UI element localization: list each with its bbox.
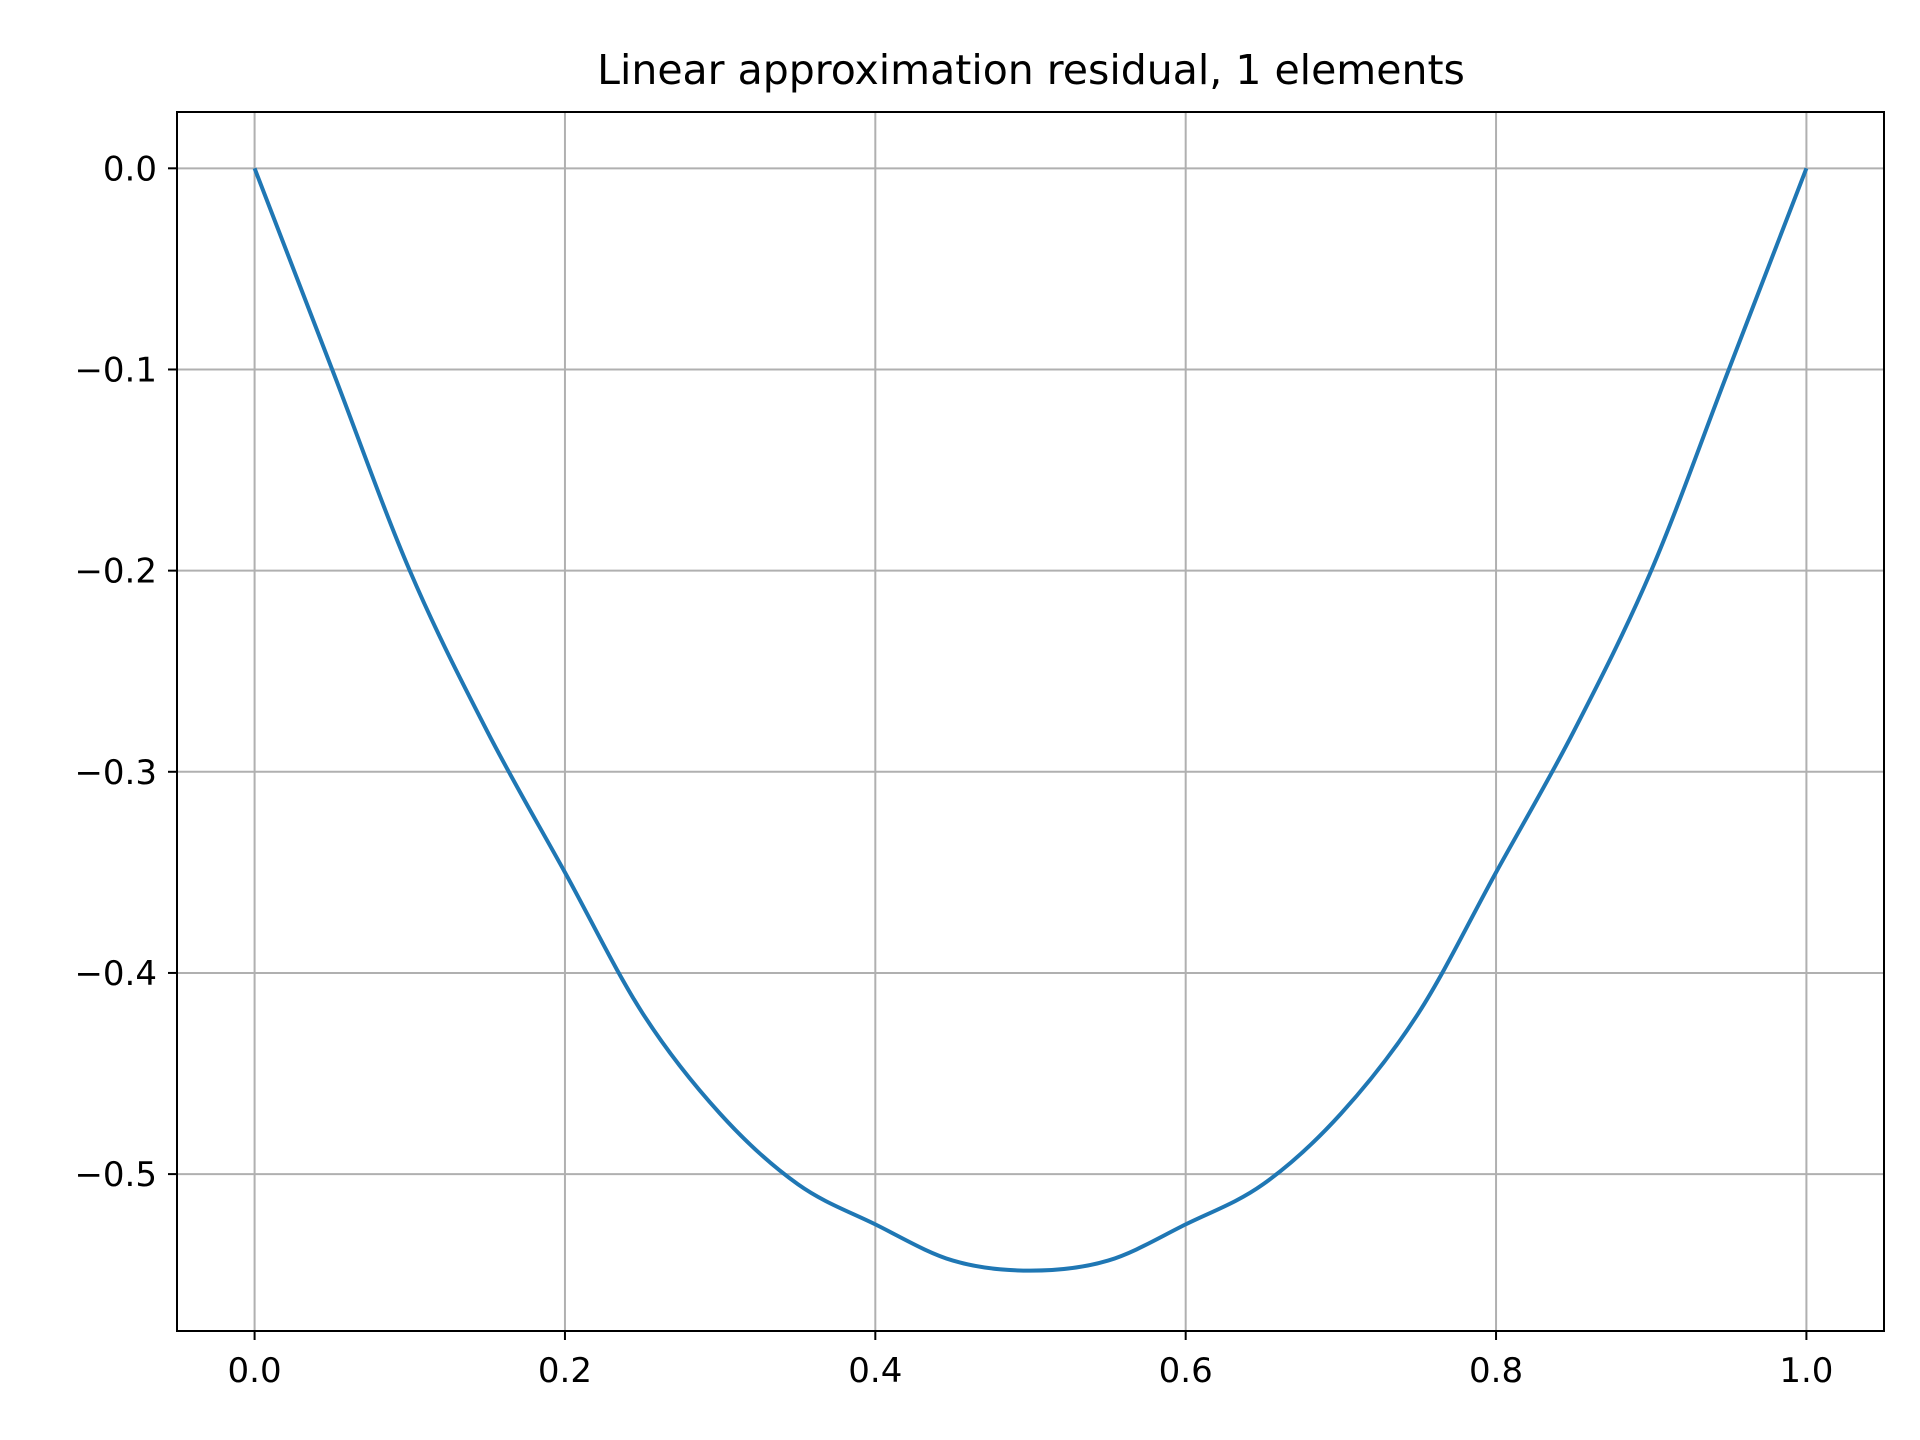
x-tick-label: 0.6 <box>1159 1351 1213 1391</box>
grid-lines <box>177 112 1884 1331</box>
x-tick-label: 1.0 <box>1779 1351 1833 1391</box>
plot-frame <box>176 111 1885 1332</box>
y-tick-label: −0.1 <box>74 350 157 390</box>
y-tick-label: −0.5 <box>74 1155 157 1195</box>
y-tick-label: 0.0 <box>103 149 157 189</box>
series-layer <box>252 167 1809 1273</box>
series-line <box>252 167 1809 1273</box>
x-tick-label: 0.0 <box>228 1351 282 1391</box>
y-axis: 0.0 −0.1 −0.2 −0.3 −0.4 −0.5 <box>74 149 177 1195</box>
x-tick-label: 0.8 <box>1469 1351 1523 1391</box>
x-axis: 0.0 0.2 0.4 0.6 0.8 1.0 <box>228 1331 1833 1391</box>
y-tick-label: −0.2 <box>74 552 157 592</box>
y-tick-label: −0.3 <box>74 753 157 793</box>
y-tick-label: −0.4 <box>74 954 157 994</box>
chart-title: Linear approximation residual, 1 element… <box>597 46 1465 94</box>
x-tick-label: 0.4 <box>848 1351 902 1391</box>
x-tick-label: 0.2 <box>538 1351 592 1391</box>
